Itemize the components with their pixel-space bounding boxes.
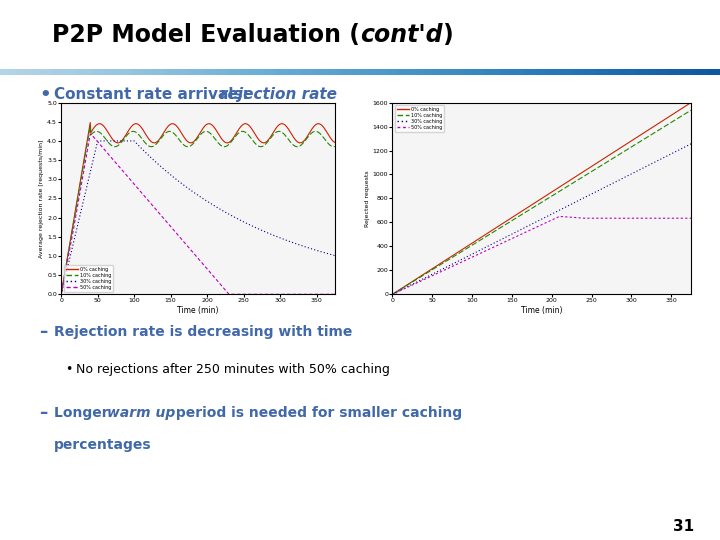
Text: •: • [40,85,51,104]
Text: P2P Model Evaluation (: P2P Model Evaluation ( [52,23,360,47]
Text: cont'd: cont'd [360,23,443,47]
Text: ): ) [442,23,453,47]
Text: Longer: Longer [54,406,114,420]
Text: •: • [65,363,72,376]
Text: percentages: percentages [54,438,152,453]
X-axis label: Time (min): Time (min) [521,306,562,315]
Text: Constant rate arrivals:: Constant rate arrivals: [54,87,254,102]
Text: 31: 31 [673,519,694,534]
Text: warm up: warm up [107,406,175,420]
Text: rejection rate: rejection rate [220,87,337,102]
Text: –: – [40,323,48,341]
Text: –: – [40,404,48,422]
Y-axis label: Rejected requests: Rejected requests [365,170,370,227]
Legend: 0% caching, 10% caching, 30% caching, 50% caching: 0% caching, 10% caching, 30% caching, 50… [63,265,113,292]
Text: period is needed for smaller caching: period is needed for smaller caching [171,406,462,420]
Text: No rejections after 250 minutes with 50% caching: No rejections after 250 minutes with 50%… [76,363,390,376]
Text: Rejection rate is decreasing with time: Rejection rate is decreasing with time [54,325,352,339]
Y-axis label: Average rejection rate [requests/min]: Average rejection rate [requests/min] [40,139,45,258]
Legend: 0% caching, 10% caching, 30% caching, 50% caching: 0% caching, 10% caching, 30% caching, 50… [395,105,444,132]
X-axis label: Time (min): Time (min) [177,306,219,315]
